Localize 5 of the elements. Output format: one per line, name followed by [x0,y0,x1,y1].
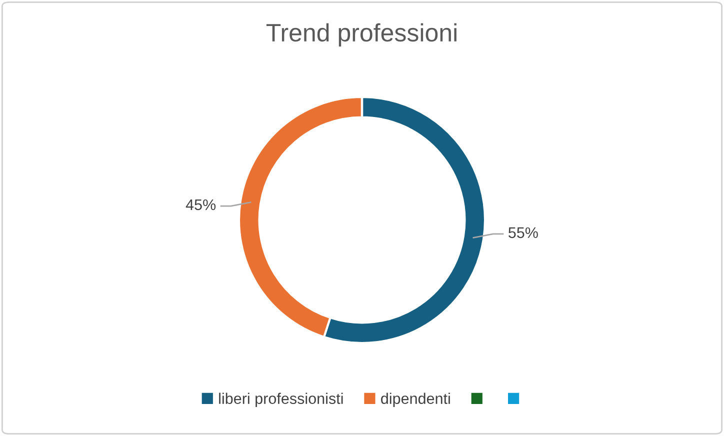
legend-label: liberi professionisti [219,392,343,407]
data-label: 45% [186,199,216,210]
data-label: 55% [508,227,538,238]
chart-title: Trend professioni [266,23,456,47]
legend-label: dipendenti [381,392,450,407]
